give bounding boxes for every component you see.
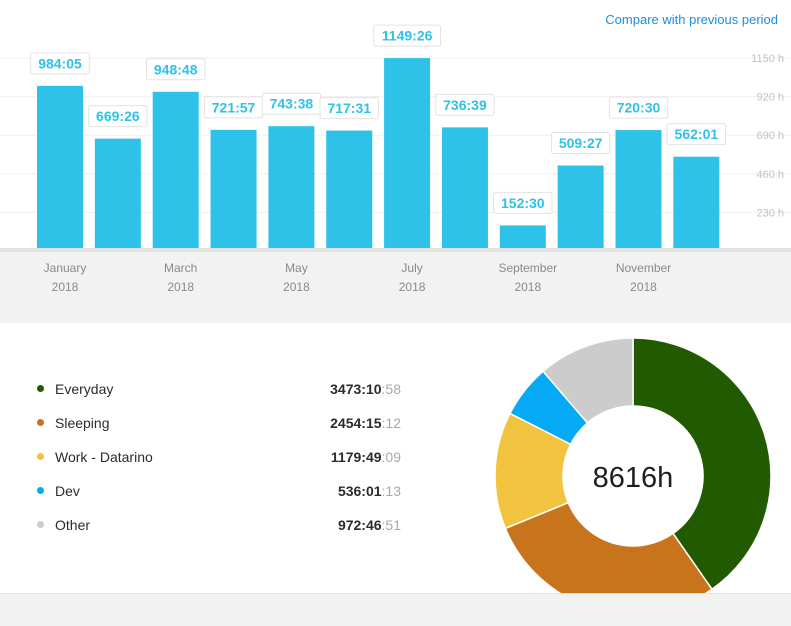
legend-color-dot <box>37 453 44 460</box>
data-label: 562:01 <box>675 126 719 142</box>
data-label: 721:57 <box>212 99 256 115</box>
x-tick-month: May <box>285 261 308 275</box>
data-label: 743:38 <box>270 96 314 112</box>
data-label-box <box>30 52 90 75</box>
x-tick-year: 2018 <box>52 280 79 294</box>
data-label: 948:48 <box>154 61 198 77</box>
bar-december[interactable] <box>673 156 720 250</box>
data-label: 736:39 <box>443 97 487 113</box>
x-tick-month: January <box>44 261 87 275</box>
data-label-box <box>373 24 442 47</box>
data-label: 984:05 <box>38 55 82 71</box>
legend-item-other[interactable]: Other 972:46:51 <box>0 508 420 542</box>
legend-project-duration: 536:01:13 <box>338 483 401 499</box>
legend-project-name: Dev <box>55 483 80 499</box>
legend-project-duration: 3473:10:58 <box>330 381 401 397</box>
legend-project-name: Work - Datarino <box>55 449 153 465</box>
x-axis-area: January 2018 March 2018 May 2018 July 2018 Septe… <box>0 252 791 323</box>
x-tick-month: November <box>616 261 671 275</box>
data-label: 720:30 <box>617 100 661 116</box>
donut-total-hours: 8616h <box>593 462 674 494</box>
project-legend: Everyday 3473:10:58 Sleeping 2454:15:12 Work… <box>0 372 420 542</box>
bar-november[interactable] <box>615 130 662 250</box>
data-label: 669:26 <box>96 108 140 124</box>
y-tick-label: 460 h <box>756 169 784 181</box>
legend-item-work-datarino[interactable]: Work - Datarino 1179:49:09 <box>0 440 420 474</box>
duration-seconds: :51 <box>381 517 401 533</box>
duration-hours-minutes: 972:46 <box>337 517 382 533</box>
bar-february[interactable] <box>94 138 141 250</box>
bar-chart: 230 h 460 h 690 h 920 h 1150 h 984:05 669:26 94… <box>0 24 791 250</box>
data-label-box <box>435 93 495 116</box>
legend-project-name: Other <box>55 517 91 533</box>
data-label-box <box>493 191 553 214</box>
legend-item-everyday[interactable]: Everyday 3473:10:58 <box>0 372 420 406</box>
data-label: 717:31 <box>327 100 371 116</box>
x-tick-year: 2018 <box>514 280 541 294</box>
data-label-box <box>319 97 379 120</box>
y-tick-label: 920 h <box>756 92 784 104</box>
data-label-box <box>608 96 669 119</box>
bar-january[interactable] <box>37 85 83 250</box>
y-tick-label: 1150 h <box>751 53 784 65</box>
legend-project-duration: 1179:49:09 <box>331 449 401 465</box>
bar-april[interactable] <box>210 129 257 250</box>
bar-august[interactable] <box>441 127 488 250</box>
duration-hours-minutes: 536:01 <box>337 483 382 499</box>
bar-september[interactable] <box>499 225 546 250</box>
data-label: 1149:26 <box>382 28 433 44</box>
bar-june[interactable] <box>326 130 373 250</box>
duration-hours-minutes: 1179:49 <box>330 449 382 465</box>
legend-color-dot <box>37 385 44 392</box>
legend-project-duration: 2454:15:12 <box>330 415 401 431</box>
legend-color-dot <box>37 487 44 494</box>
data-label: 152:30 <box>501 195 545 211</box>
data-label-box <box>88 105 148 128</box>
x-tick-year: 2018 <box>283 280 310 294</box>
compare-previous-period-link[interactable]: Compare with previous period <box>605 12 778 27</box>
x-tick-year: 2018 <box>399 280 426 294</box>
data-label-box <box>146 58 206 81</box>
duration-seconds: :13 <box>381 483 401 499</box>
x-tick-month: September <box>498 261 557 275</box>
x-tick-year: 2018 <box>630 280 657 294</box>
legend-project-name: Everyday <box>55 381 114 397</box>
legend-item-sleeping[interactable]: Sleeping 2454:15:12 <box>0 406 420 440</box>
bar-may[interactable] <box>268 126 315 250</box>
chart-baseline-divider <box>0 248 791 252</box>
x-axis-labels: January 2018 March 2018 May 2018 July 2018 Septe… <box>44 261 672 294</box>
bar-october[interactable] <box>557 165 604 250</box>
data-label: 509:27 <box>559 135 603 151</box>
x-tick-year: 2018 <box>167 280 194 294</box>
bar-march[interactable] <box>152 91 199 250</box>
bar-july[interactable] <box>384 58 431 250</box>
duration-seconds: :09 <box>381 449 401 465</box>
donut-slice-everyday[interactable] <box>632 337 772 591</box>
legend-item-dev[interactable]: Dev 536:01:13 <box>0 474 420 508</box>
x-tick-month: July <box>401 261 422 275</box>
duration-hours-minutes: 2454:15 <box>330 415 382 431</box>
y-tick-label: 690 h <box>756 130 784 142</box>
x-tick-month: March <box>164 261 197 275</box>
footer-strip <box>0 593 791 626</box>
duration-hours-minutes: 3473:10 <box>330 381 382 397</box>
legend-color-dot <box>37 419 44 426</box>
legend-color-dot <box>37 521 44 528</box>
projects-donut-chart: 8616h <box>494 337 772 615</box>
donut-slice-other[interactable] <box>542 337 634 424</box>
duration-seconds: :12 <box>381 415 401 431</box>
data-label-box <box>666 123 727 146</box>
y-tick-label: 230 h <box>756 207 784 219</box>
duration-seconds: :58 <box>381 381 401 397</box>
legend-project-name: Sleeping <box>55 415 110 431</box>
legend-project-duration: 972:46:51 <box>338 517 401 533</box>
data-label-box <box>550 132 611 155</box>
